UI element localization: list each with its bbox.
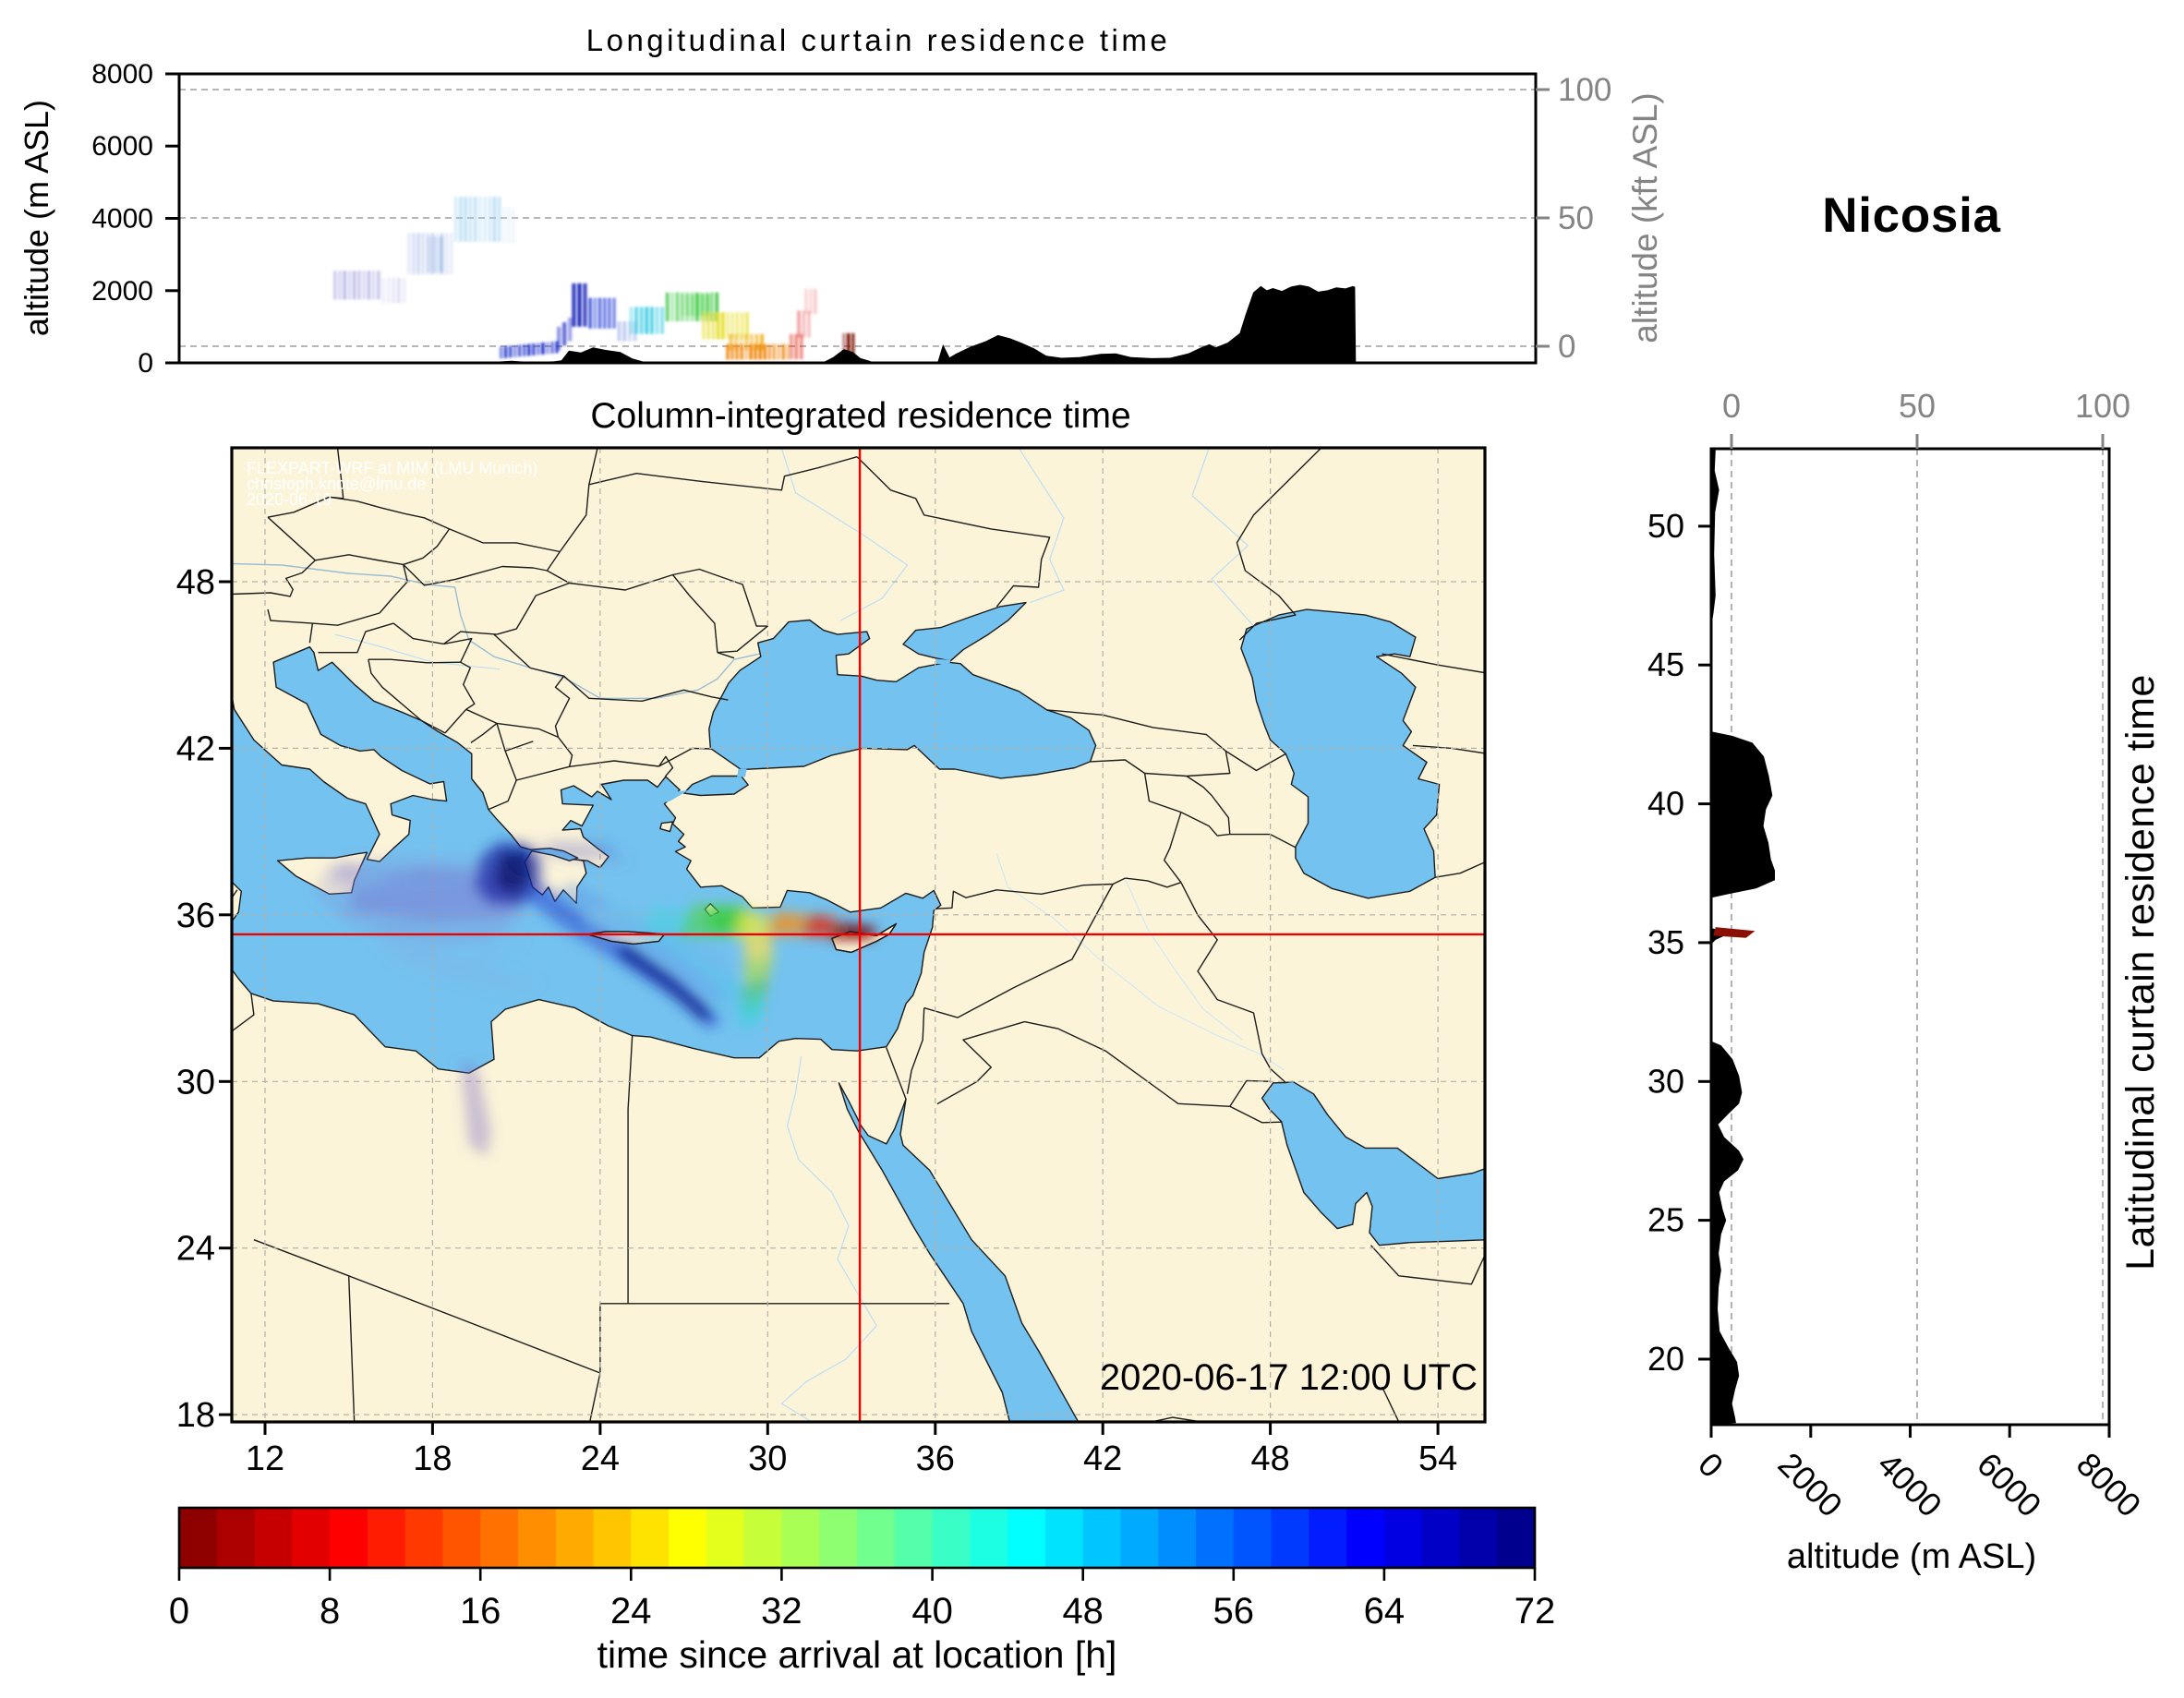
svg-text:24: 24 [610, 1591, 652, 1632]
svg-text:72: 72 [1514, 1591, 1556, 1632]
svg-text:8: 8 [320, 1591, 340, 1632]
svg-text:0: 0 [1558, 329, 1575, 365]
svg-text:4000: 4000 [91, 204, 153, 235]
svg-text:2000: 2000 [91, 276, 153, 307]
svg-text:50: 50 [1899, 387, 1936, 425]
svg-text:25: 25 [1647, 1201, 1684, 1239]
svg-text:50: 50 [1647, 507, 1684, 545]
svg-text:30: 30 [748, 1439, 787, 1478]
svg-text:0: 0 [1722, 387, 1741, 425]
svg-text:64: 64 [1364, 1591, 1406, 1632]
svg-text:18: 18 [176, 1396, 215, 1435]
svg-text:48: 48 [1250, 1439, 1289, 1478]
svg-text:FLEXPART-WRF at MIM (LMU Munic: FLEXPART-WRF at MIM (LMU Munich) [247, 459, 537, 477]
svg-text:30: 30 [176, 1063, 215, 1102]
svg-text:24: 24 [176, 1230, 215, 1269]
svg-text:18: 18 [413, 1439, 452, 1478]
svg-text:Column-integrated residence ti: Column-integrated residence time [590, 396, 1130, 436]
svg-text:40: 40 [911, 1591, 953, 1632]
svg-text:54: 54 [1418, 1439, 1457, 1478]
svg-text:36: 36 [176, 897, 215, 935]
svg-text:2020-06-17 12:00 UTC: 2020-06-17 12:00 UTC [1100, 1357, 1478, 1398]
svg-text:0: 0 [138, 348, 153, 379]
svg-text:12: 12 [246, 1439, 284, 1478]
svg-text:16: 16 [460, 1591, 501, 1632]
svg-text:altitude (m ASL): altitude (m ASL) [1787, 1537, 2036, 1576]
svg-text:Longitudinal curtain residence: Longitudinal curtain residence time [586, 23, 1170, 57]
svg-text:42: 42 [1083, 1439, 1122, 1478]
svg-text:100: 100 [2075, 387, 2130, 425]
svg-text:42: 42 [176, 729, 215, 768]
svg-text:48: 48 [1062, 1591, 1104, 1632]
svg-text:6000: 6000 [91, 131, 153, 162]
svg-text:24: 24 [581, 1439, 620, 1478]
svg-text:christoph.knote@lmu.de: christoph.knote@lmu.de [247, 475, 426, 493]
svg-text:altitude (kft ASL): altitude (kft ASL) [1626, 92, 1664, 343]
svg-text:time since arrival at location: time since arrival at location [h] [597, 1633, 1117, 1676]
svg-text:20: 20 [1647, 1340, 1684, 1378]
svg-text:2020-06-19: 2020-06-19 [247, 490, 332, 509]
svg-text:35: 35 [1647, 923, 1684, 961]
svg-text:48: 48 [176, 563, 215, 602]
svg-text:altitude (m ASL): altitude (m ASL) [18, 100, 55, 336]
svg-text:40: 40 [1647, 785, 1684, 823]
svg-text:45: 45 [1647, 645, 1684, 683]
svg-text:100: 100 [1558, 72, 1611, 108]
svg-text:36: 36 [916, 1439, 955, 1478]
svg-text:0: 0 [169, 1591, 189, 1632]
svg-text:30: 30 [1647, 1062, 1684, 1100]
svg-text:56: 56 [1213, 1591, 1255, 1632]
svg-text:50: 50 [1558, 200, 1594, 236]
svg-text:Nicosia: Nicosia [1822, 188, 2000, 243]
svg-text:8000: 8000 [91, 59, 153, 90]
svg-text:32: 32 [761, 1591, 802, 1632]
svg-text:Latitudinal curtain residence: Latitudinal curtain residence time [2118, 674, 2163, 1270]
